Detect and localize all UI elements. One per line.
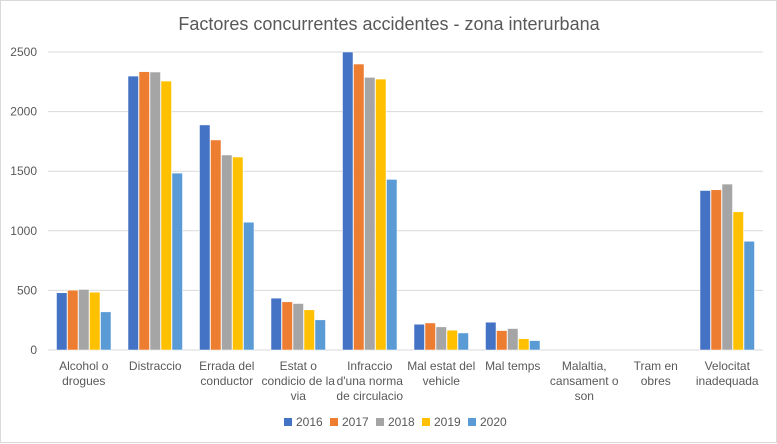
bar-2017 xyxy=(496,330,508,351)
x-tick-label: Velocitat inadequada xyxy=(696,359,759,388)
bar-2018 xyxy=(221,154,233,351)
bar-2017 xyxy=(67,289,79,351)
bar-2016 xyxy=(342,51,354,351)
bar-2017 xyxy=(353,63,365,351)
bar-2016 xyxy=(413,324,425,351)
bar-2017 xyxy=(210,139,222,351)
x-tick-label: Tram en obres xyxy=(634,359,678,388)
bar-2019 xyxy=(375,78,387,351)
bar-2017 xyxy=(138,71,150,351)
y-tick-label: 1000 xyxy=(10,224,37,238)
y-tick-label: 0 xyxy=(30,343,37,357)
legend-label: 2020 xyxy=(480,415,507,429)
bar-2019 xyxy=(518,338,530,351)
bar-2018 xyxy=(721,183,733,351)
bar-2019 xyxy=(446,329,458,351)
legend-swatch-2020 xyxy=(468,418,476,426)
y-tick-label: 2000 xyxy=(10,105,37,119)
x-tick-label: Alcohol o drogues xyxy=(59,359,109,388)
legend-swatch-2017 xyxy=(330,418,338,426)
legend-swatch-2018 xyxy=(376,418,384,426)
bar-2016 xyxy=(699,190,711,351)
bar-2016 xyxy=(199,124,211,351)
bar-2017 xyxy=(281,301,293,351)
bar-2019 xyxy=(89,291,101,351)
bar-2016 xyxy=(127,75,139,351)
bar-2020 xyxy=(743,241,755,351)
bar-2018 xyxy=(78,289,90,351)
bar-2020 xyxy=(314,319,326,351)
y-tick-label: 2500 xyxy=(10,45,37,59)
legend-swatch-2019 xyxy=(422,418,430,426)
bar-2016 xyxy=(56,292,68,351)
bar-2018 xyxy=(364,77,376,351)
legend-label: 2019 xyxy=(434,415,461,429)
bar-2018 xyxy=(435,326,447,351)
bar-2017 xyxy=(424,322,436,351)
bar-2019 xyxy=(303,309,315,351)
bar-2020 xyxy=(529,340,541,351)
bar-2018 xyxy=(149,71,161,351)
bar-2019 xyxy=(232,156,244,351)
x-tick-label: Infraccio d'una norma de circulacio xyxy=(336,359,403,403)
legend-label: 2018 xyxy=(388,415,415,429)
bar-2020 xyxy=(100,311,112,351)
x-tick-label: Mal estat del vehicle xyxy=(407,359,475,388)
bar-2016 xyxy=(485,321,497,351)
bar-2020 xyxy=(457,332,469,351)
bar-2019 xyxy=(160,80,172,351)
bar-2020 xyxy=(243,221,255,351)
bar-2019 xyxy=(732,211,744,351)
x-tick-label: Mal temps xyxy=(485,359,540,373)
x-tick-label: Distraccio xyxy=(129,359,182,373)
bar-2018 xyxy=(507,328,519,351)
legend-label: 2017 xyxy=(342,415,369,429)
y-tick-label: 500 xyxy=(17,283,37,297)
bar-2018 xyxy=(292,303,304,351)
bar-2016 xyxy=(270,297,282,351)
y-tick-label: 1500 xyxy=(10,164,37,178)
x-tick-label: Malaltia, cansament o son xyxy=(550,359,619,403)
x-tick-label: Estat o condicio de la via xyxy=(262,359,336,403)
legend-swatch-2016 xyxy=(284,418,292,426)
x-tick-label: Errada del conductor xyxy=(199,359,254,388)
bar-2020 xyxy=(386,179,398,351)
legend-label: 2016 xyxy=(296,415,323,429)
bar-2020 xyxy=(171,172,183,351)
chart-title: Factores concurrentes accidentes - zona … xyxy=(178,14,600,34)
bar-2017 xyxy=(710,189,722,351)
